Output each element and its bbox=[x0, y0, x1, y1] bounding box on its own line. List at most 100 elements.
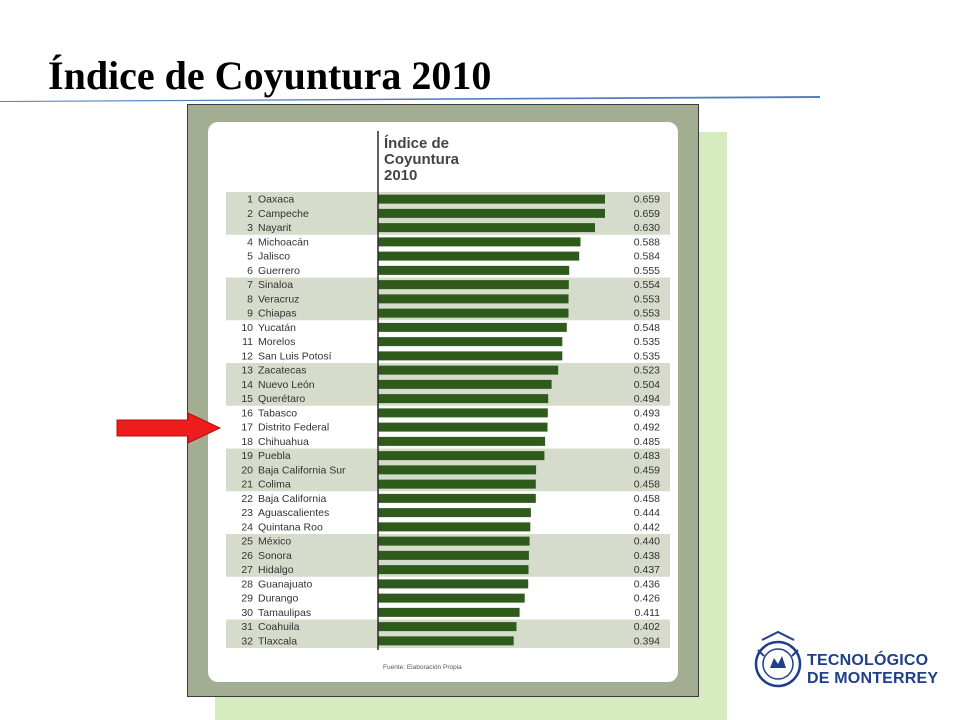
value-label: 0.554 bbox=[634, 279, 660, 291]
chart-card: 1 Oaxaca 2 Campeche 3 Nayarit 4 Michoacán 5 Jalis… bbox=[208, 122, 678, 682]
category-label: Baja California bbox=[258, 493, 326, 505]
bar bbox=[378, 636, 514, 646]
rank-label: 16 bbox=[241, 407, 253, 419]
category-label: Baja California Sur bbox=[258, 464, 346, 476]
bar bbox=[378, 394, 549, 404]
value-label: 0.438 bbox=[634, 550, 660, 562]
rank-label: 31 bbox=[241, 621, 253, 633]
value-label: 0.504 bbox=[634, 379, 660, 391]
rank-label: 15 bbox=[241, 393, 253, 405]
value-label: 0.437 bbox=[634, 564, 660, 576]
value-label: 0.411 bbox=[635, 607, 661, 619]
category-label: Campeche bbox=[258, 208, 309, 220]
value-label: 0.553 bbox=[634, 308, 660, 320]
value-label: 0.426 bbox=[634, 593, 660, 605]
bar bbox=[378, 265, 570, 275]
rank-label: 7 bbox=[247, 279, 253, 291]
category-label: México bbox=[258, 536, 291, 548]
category-label: Nayarit bbox=[258, 222, 291, 234]
bar bbox=[378, 565, 529, 575]
category-label: Veracruz bbox=[258, 293, 299, 305]
bar bbox=[378, 522, 531, 532]
category-label: Coahuila bbox=[258, 621, 300, 633]
category-label: Sinaloa bbox=[258, 279, 293, 291]
rank-label: 23 bbox=[241, 507, 253, 519]
bar bbox=[378, 351, 563, 361]
slide-title: Índice de Coyuntura 2010 bbox=[48, 53, 492, 98]
category-label: Aguascalientes bbox=[258, 507, 329, 519]
value-label: 0.659 bbox=[634, 194, 660, 206]
bar bbox=[378, 322, 567, 332]
category-label: Tamaulipas bbox=[258, 607, 311, 619]
value-label: 0.535 bbox=[634, 336, 660, 348]
chart-frame: 1 Oaxaca 2 Campeche 3 Nayarit 4 Michoacán 5 Jalis… bbox=[187, 104, 699, 697]
rank-label: 9 bbox=[247, 308, 253, 320]
category-label: Colima bbox=[258, 479, 291, 491]
rank-label: 2 bbox=[247, 208, 253, 220]
bar bbox=[378, 550, 529, 560]
bar bbox=[378, 508, 531, 518]
bar bbox=[378, 194, 605, 204]
category-label: Chiapas bbox=[258, 308, 297, 320]
category-label: Puebla bbox=[258, 450, 291, 462]
rank-label: 20 bbox=[241, 464, 253, 476]
value-label: 0.494 bbox=[634, 393, 660, 405]
chart-title-line-1: Índice de bbox=[384, 135, 449, 152]
rank-label: 27 bbox=[241, 564, 253, 576]
value-label: 0.555 bbox=[634, 265, 660, 277]
highlight-arrow-icon bbox=[116, 412, 222, 444]
value-label: 0.436 bbox=[634, 578, 660, 590]
category-label: Oaxaca bbox=[258, 194, 294, 206]
category-label: San Luis Potosí bbox=[258, 350, 332, 362]
bar bbox=[378, 408, 548, 418]
value-label: 0.659 bbox=[634, 208, 660, 220]
logo-line-1: TECNOLÓGICO bbox=[807, 652, 929, 669]
bar bbox=[378, 294, 569, 304]
bar bbox=[378, 593, 525, 603]
bar bbox=[378, 223, 595, 233]
bar bbox=[378, 337, 563, 347]
rank-label: 25 bbox=[241, 536, 253, 548]
rank-label: 18 bbox=[241, 436, 253, 448]
value-label: 0.459 bbox=[634, 464, 660, 476]
category-label: Querétaro bbox=[258, 393, 305, 405]
category-label: Morelos bbox=[258, 336, 295, 348]
rank-label: 21 bbox=[241, 479, 253, 491]
value-label: 0.492 bbox=[634, 422, 660, 434]
bar bbox=[378, 280, 569, 290]
rank-label: 28 bbox=[241, 578, 253, 590]
rank-label: 8 bbox=[247, 293, 253, 305]
category-label: Zacatecas bbox=[258, 365, 306, 377]
rank-label: 32 bbox=[241, 635, 253, 647]
value-label: 0.588 bbox=[634, 236, 660, 248]
category-label: Durango bbox=[258, 593, 298, 605]
bar bbox=[378, 536, 530, 546]
value-label: 0.493 bbox=[634, 407, 660, 419]
rank-label: 3 bbox=[247, 222, 253, 234]
bar bbox=[378, 379, 552, 389]
value-label: 0.402 bbox=[634, 621, 660, 633]
rank-label: 17 bbox=[241, 422, 253, 434]
rank-label: 1 bbox=[247, 194, 253, 206]
rank-label: 30 bbox=[241, 607, 253, 619]
category-label: Chihuahua bbox=[258, 436, 309, 448]
rank-label: 22 bbox=[241, 493, 253, 505]
value-label: 0.630 bbox=[634, 222, 660, 234]
bar bbox=[378, 451, 545, 461]
rank-label: 6 bbox=[247, 265, 253, 277]
rank-label: 10 bbox=[241, 322, 253, 334]
bar-chart: 1 Oaxaca 2 Campeche 3 Nayarit 4 Michoacán 5 Jalis… bbox=[226, 131, 670, 671]
category-label: Nuevo León bbox=[258, 379, 315, 391]
bar bbox=[378, 607, 520, 617]
category-label: Tabasco bbox=[258, 407, 297, 419]
chart-title-line-3: 2010 bbox=[384, 167, 417, 184]
value-label: 0.523 bbox=[634, 365, 660, 377]
bar bbox=[378, 622, 517, 632]
bar bbox=[378, 308, 569, 318]
rank-label: 24 bbox=[241, 521, 253, 533]
value-label: 0.485 bbox=[634, 436, 660, 448]
bar bbox=[378, 422, 548, 432]
category-label: Guerrero bbox=[258, 265, 300, 277]
category-label: Quintana Roo bbox=[258, 521, 323, 533]
bar bbox=[378, 208, 605, 218]
